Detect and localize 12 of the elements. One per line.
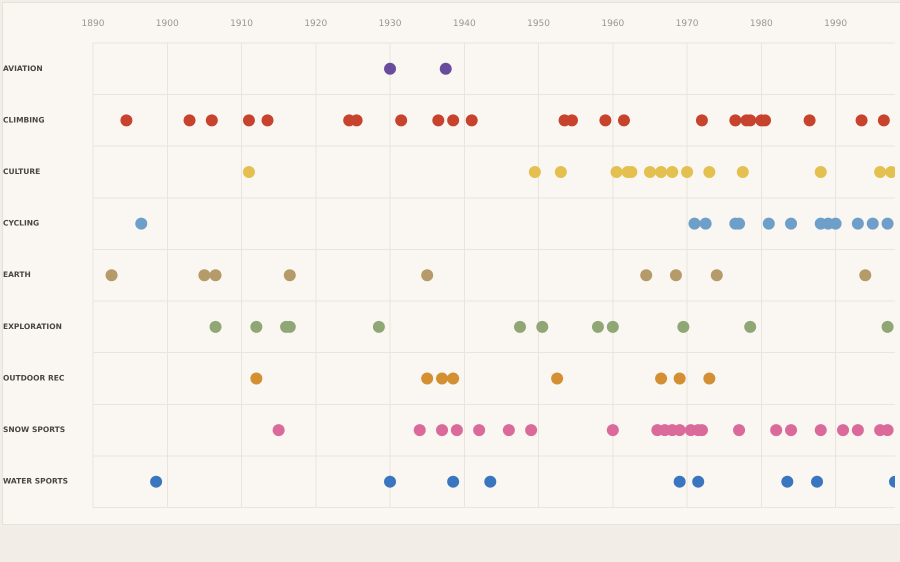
x-tick-label: 1930	[378, 18, 402, 29]
x-tick-label: 1950	[527, 18, 550, 29]
x-tick-label: 1990	[824, 18, 848, 29]
x-tick-label: 1970	[676, 18, 699, 29]
point	[878, 114, 890, 126]
x-tick-label: 1910	[230, 18, 254, 29]
x-tick-label: 1980	[750, 18, 774, 29]
x-tick-label: 1940	[452, 18, 476, 29]
x-tick-label: 1900	[156, 18, 179, 29]
x-tick-label: 1960	[601, 18, 625, 29]
x-tick-label: 1890	[82, 18, 105, 29]
x-tick-label: 1920	[304, 18, 328, 29]
